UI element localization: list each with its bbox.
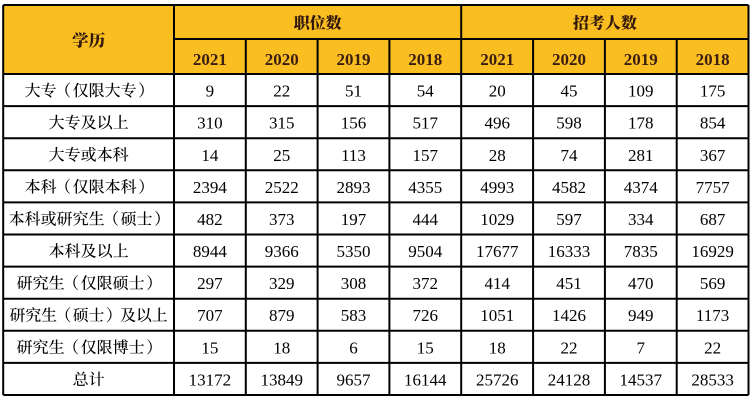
svg-text:2394: 2394 (193, 178, 228, 197)
svg-text:372: 372 (413, 274, 439, 293)
svg-text:2020: 2020 (265, 50, 299, 69)
svg-text:13849: 13849 (260, 370, 303, 389)
svg-text:2018: 2018 (408, 50, 442, 69)
svg-text:373: 373 (269, 210, 295, 229)
svg-text:25: 25 (273, 146, 290, 165)
svg-text:24128: 24128 (548, 370, 591, 389)
svg-text:9: 9 (206, 82, 215, 101)
svg-text:9366: 9366 (265, 242, 299, 261)
svg-text:583: 583 (341, 306, 367, 325)
svg-text:156: 156 (341, 114, 367, 133)
svg-text:2018: 2018 (696, 50, 730, 69)
svg-text:1426: 1426 (552, 306, 586, 325)
svg-text:687: 687 (700, 210, 726, 229)
svg-text:414: 414 (484, 274, 510, 293)
svg-text:854: 854 (700, 114, 726, 133)
svg-text:9657: 9657 (337, 370, 372, 389)
svg-text:598: 598 (556, 114, 582, 133)
svg-text:7: 7 (637, 338, 646, 357)
svg-text:13172: 13172 (189, 370, 232, 389)
svg-text:5350: 5350 (337, 242, 371, 261)
svg-text:18: 18 (489, 338, 506, 357)
svg-text:310: 310 (197, 114, 223, 133)
svg-text:6: 6 (349, 338, 358, 357)
svg-text:4582: 4582 (552, 178, 586, 197)
svg-text:949: 949 (628, 306, 654, 325)
svg-text:2522: 2522 (265, 178, 299, 197)
svg-text:2021: 2021 (480, 50, 514, 69)
svg-text:1051: 1051 (480, 306, 514, 325)
svg-text:9504: 9504 (408, 242, 443, 261)
svg-text:1029: 1029 (480, 210, 514, 229)
svg-text:2019: 2019 (337, 50, 371, 69)
svg-text:1173: 1173 (696, 306, 729, 325)
svg-text:113: 113 (341, 146, 366, 165)
svg-text:16929: 16929 (691, 242, 734, 261)
svg-text:157: 157 (413, 146, 439, 165)
svg-text:54: 54 (417, 82, 435, 101)
svg-text:16333: 16333 (548, 242, 591, 261)
svg-text:329: 329 (269, 274, 295, 293)
svg-text:7757: 7757 (696, 178, 731, 197)
svg-text:597: 597 (556, 210, 582, 229)
svg-text:4374: 4374 (624, 178, 659, 197)
svg-text:2020: 2020 (552, 50, 586, 69)
svg-text:367: 367 (700, 146, 726, 165)
svg-text:45: 45 (561, 82, 578, 101)
svg-text:496: 496 (484, 114, 510, 133)
svg-text:15: 15 (417, 338, 434, 357)
svg-text:16144: 16144 (404, 370, 447, 389)
svg-text:297: 297 (197, 274, 223, 293)
svg-text:18: 18 (273, 338, 290, 357)
svg-text:14: 14 (201, 146, 219, 165)
svg-text:178: 178 (628, 114, 654, 133)
svg-text:28533: 28533 (691, 370, 734, 389)
svg-text:7835: 7835 (624, 242, 658, 261)
svg-text:74: 74 (561, 146, 579, 165)
svg-text:451: 451 (556, 274, 582, 293)
svg-text:308: 308 (341, 274, 367, 293)
svg-text:25726: 25726 (476, 370, 519, 389)
svg-text:22: 22 (561, 338, 578, 357)
svg-text:2893: 2893 (337, 178, 371, 197)
svg-text:20: 20 (489, 82, 506, 101)
svg-text:175: 175 (700, 82, 726, 101)
svg-text:15: 15 (201, 338, 218, 357)
svg-text:569: 569 (700, 274, 726, 293)
svg-text:879: 879 (269, 306, 295, 325)
svg-text:482: 482 (197, 210, 223, 229)
svg-text:22: 22 (704, 338, 721, 357)
svg-text:51: 51 (345, 82, 362, 101)
svg-text:470: 470 (628, 274, 654, 293)
svg-text:197: 197 (341, 210, 367, 229)
svg-text:2021: 2021 (193, 50, 227, 69)
svg-text:28: 28 (489, 146, 506, 165)
svg-text:726: 726 (413, 306, 439, 325)
svg-text:281: 281 (628, 146, 654, 165)
svg-text:517: 517 (413, 114, 439, 133)
svg-text:22: 22 (273, 82, 290, 101)
svg-text:2019: 2019 (624, 50, 658, 69)
svg-text:109: 109 (628, 82, 654, 101)
svg-text:14537: 14537 (620, 370, 663, 389)
svg-text:4993: 4993 (480, 178, 514, 197)
svg-text:8944: 8944 (193, 242, 228, 261)
svg-text:315: 315 (269, 114, 295, 133)
svg-text:17677: 17677 (476, 242, 519, 261)
svg-text:334: 334 (628, 210, 654, 229)
svg-text:444: 444 (413, 210, 439, 229)
svg-text:4355: 4355 (408, 178, 442, 197)
svg-text:707: 707 (197, 306, 223, 325)
